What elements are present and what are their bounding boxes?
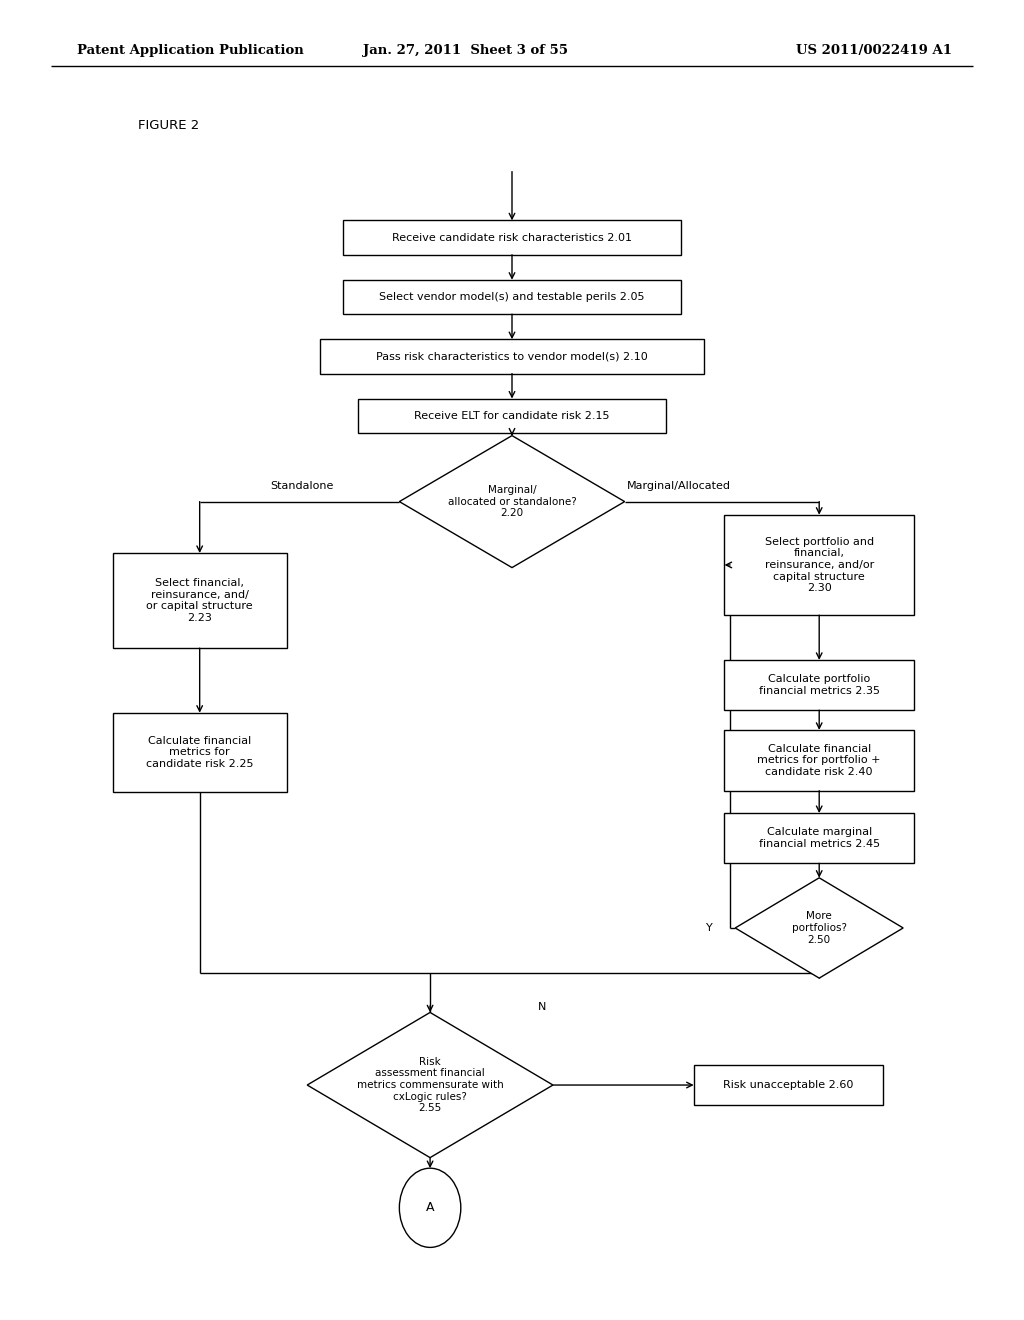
- Text: Jan. 27, 2011  Sheet 3 of 55: Jan. 27, 2011 Sheet 3 of 55: [364, 44, 568, 57]
- FancyBboxPatch shape: [113, 553, 287, 648]
- FancyBboxPatch shape: [319, 339, 705, 374]
- Text: Pass risk characteristics to vendor model(s) 2.10: Pass risk characteristics to vendor mode…: [376, 351, 648, 362]
- FancyBboxPatch shape: [358, 399, 666, 433]
- Text: Calculate marginal
financial metrics 2.45: Calculate marginal financial metrics 2.4…: [759, 828, 880, 849]
- Text: Select portfolio and
financial,
reinsurance, and/or
capital structure
2.30: Select portfolio and financial, reinsura…: [765, 537, 873, 593]
- Circle shape: [399, 1168, 461, 1247]
- Text: Marginal/Allocated: Marginal/Allocated: [627, 480, 731, 491]
- Text: Receive candidate risk characteristics 2.01: Receive candidate risk characteristics 2…: [392, 232, 632, 243]
- Polygon shape: [399, 436, 625, 568]
- Text: FIGURE 2: FIGURE 2: [138, 119, 200, 132]
- FancyBboxPatch shape: [113, 713, 287, 792]
- Text: Standalone: Standalone: [270, 480, 334, 491]
- Text: Calculate portfolio
financial metrics 2.35: Calculate portfolio financial metrics 2.…: [759, 675, 880, 696]
- FancyBboxPatch shape: [725, 515, 914, 615]
- Text: Marginal/
allocated or standalone?
2.20: Marginal/ allocated or standalone? 2.20: [447, 484, 577, 519]
- Text: Risk unacceptable 2.60: Risk unacceptable 2.60: [723, 1080, 854, 1090]
- Text: Patent Application Publication: Patent Application Publication: [77, 44, 303, 57]
- Text: Select financial,
reinsurance, and/
or capital structure
2.23: Select financial, reinsurance, and/ or c…: [146, 578, 253, 623]
- FancyBboxPatch shape: [343, 220, 681, 255]
- Text: N: N: [538, 1002, 546, 1012]
- FancyBboxPatch shape: [343, 280, 681, 314]
- Text: Receive ELT for candidate risk 2.15: Receive ELT for candidate risk 2.15: [415, 411, 609, 421]
- FancyBboxPatch shape: [725, 660, 914, 710]
- FancyBboxPatch shape: [725, 730, 914, 791]
- FancyBboxPatch shape: [725, 813, 914, 863]
- Text: Risk
assessment financial
metrics commensurate with
cxLogic rules?
2.55: Risk assessment financial metrics commen…: [356, 1057, 504, 1113]
- Text: Calculate financial
metrics for portfolio +
candidate risk 2.40: Calculate financial metrics for portfoli…: [758, 743, 881, 777]
- Text: Y: Y: [706, 923, 713, 933]
- Polygon shape: [735, 878, 903, 978]
- Text: More
portfolios?
2.50: More portfolios? 2.50: [792, 911, 847, 945]
- Text: Select vendor model(s) and testable perils 2.05: Select vendor model(s) and testable peri…: [379, 292, 645, 302]
- Text: US 2011/0022419 A1: US 2011/0022419 A1: [797, 44, 952, 57]
- Text: Calculate financial
metrics for
candidate risk 2.25: Calculate financial metrics for candidat…: [146, 735, 253, 770]
- FancyBboxPatch shape: [694, 1065, 883, 1105]
- Text: A: A: [426, 1201, 434, 1214]
- Polygon shape: [307, 1012, 553, 1158]
